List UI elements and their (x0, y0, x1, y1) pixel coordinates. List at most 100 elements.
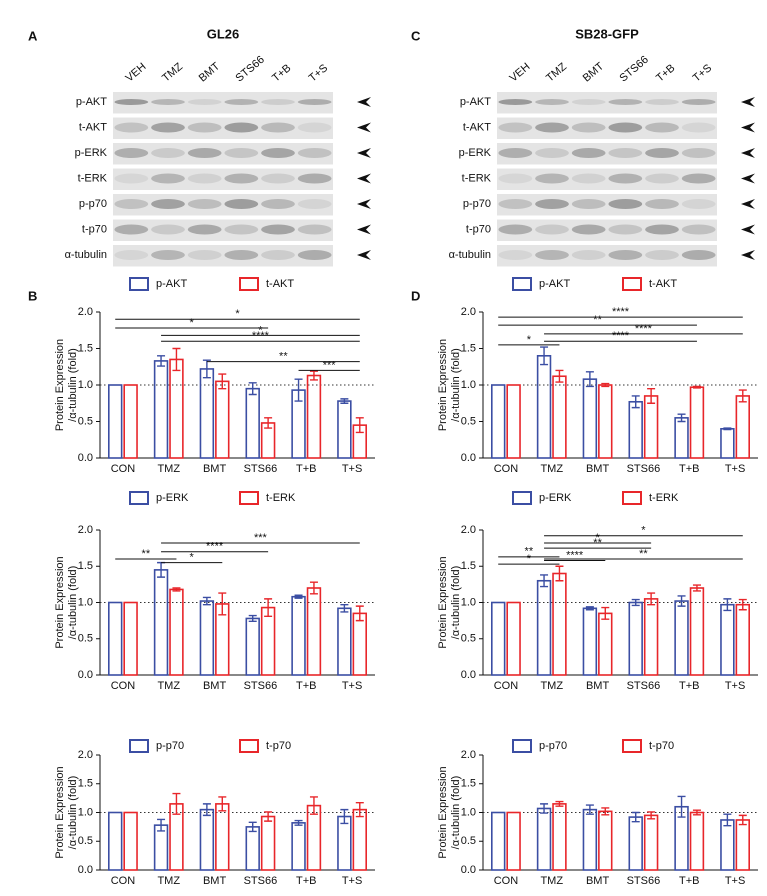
blot-band (261, 122, 295, 133)
error-bar (172, 347, 181, 372)
blot-band (571, 122, 606, 133)
legend-label: p-ERK (156, 492, 189, 504)
lane-label: STS66 (617, 54, 650, 85)
legend-swatch (622, 739, 642, 753)
blot-band (645, 250, 679, 260)
y-tick-label: 2.0 (78, 306, 93, 318)
blot-band (224, 199, 259, 209)
lane-label: VEH (507, 61, 532, 85)
bar (536, 354, 552, 459)
blot-band (571, 148, 606, 158)
significance-label: ** (279, 351, 288, 363)
legend-swatch (239, 277, 259, 291)
blot-band (498, 224, 533, 235)
y-axis-label: /α-tubulin (fold) (450, 566, 462, 640)
y-tick-label: 0.0 (461, 452, 476, 464)
y-tick-label: 0.5 (461, 835, 476, 847)
bar (643, 395, 659, 459)
row-label: t-AKT (79, 121, 107, 133)
error-bar (647, 592, 656, 606)
blot-band (297, 224, 332, 235)
bar (337, 815, 352, 871)
x-tick-label: BMT (203, 680, 227, 692)
y-tick-label: 1.5 (461, 342, 476, 354)
error-bar (202, 596, 211, 606)
y-tick-label: 0.0 (461, 669, 476, 681)
blot-band (681, 99, 716, 105)
lane-label: VEH (123, 61, 148, 85)
error-bar (540, 346, 549, 366)
blot-band (535, 199, 569, 209)
row-label: α-tubulin (449, 249, 491, 261)
blot-band (681, 122, 716, 133)
blot-band (151, 199, 185, 209)
x-tick-label: STS66 (627, 463, 661, 475)
blot-band (114, 250, 149, 260)
error-bar (555, 800, 564, 807)
y-axis-label: Protein Expression (437, 766, 449, 858)
error-bar (355, 802, 364, 818)
y-tick-label: 0.0 (78, 669, 93, 681)
blot-band (571, 99, 606, 105)
y-tick-label: 1.5 (78, 560, 93, 572)
y-axis-label: Protein Expression (437, 339, 449, 431)
blot-band (608, 250, 643, 260)
x-tick-label: T+B (296, 463, 316, 475)
legend-label: t-AKT (266, 278, 294, 290)
error-bar (218, 796, 227, 812)
blot-band (645, 173, 679, 184)
legend-label: t-p70 (649, 740, 674, 752)
x-tick-label: T+S (725, 875, 745, 887)
error-bar (340, 808, 349, 825)
blot-band (224, 173, 259, 184)
panel-letter: C (411, 28, 421, 43)
bar (598, 384, 613, 459)
bar (123, 811, 138, 871)
lane-label: TMZ (544, 61, 569, 85)
blot-strip (497, 92, 717, 114)
arrowhead (357, 173, 371, 184)
significance-label: ** (142, 548, 151, 560)
x-tick-label: T+B (296, 875, 316, 887)
error-bar (248, 382, 257, 396)
blot-band (535, 173, 569, 184)
error-bar (692, 809, 701, 816)
blot-band (498, 148, 533, 158)
blot-band (151, 99, 185, 105)
error-bar (677, 595, 686, 607)
blot-band (571, 224, 606, 235)
error-bar (723, 427, 732, 431)
bar (628, 816, 643, 871)
error-bar (738, 389, 747, 403)
blot-band (681, 173, 716, 184)
significance-label: ** (593, 314, 602, 326)
row-label: p-AKT (76, 96, 107, 108)
significance-label: *** (254, 532, 268, 544)
bar (582, 607, 598, 676)
bar (245, 387, 260, 459)
bar (506, 384, 521, 459)
bar (490, 384, 506, 459)
bar (337, 607, 352, 676)
error-bar (355, 417, 364, 434)
bar (245, 826, 260, 871)
blot-band (608, 122, 643, 133)
bar (153, 569, 169, 676)
lane-label: STS66 (233, 54, 266, 85)
x-tick-label: TMZ (157, 875, 180, 887)
blot-band (608, 199, 643, 209)
row-label: p-ERK (75, 147, 108, 159)
blot-band (535, 148, 569, 158)
arrowhead (357, 148, 371, 158)
blot-band (114, 224, 149, 235)
error-bar (723, 598, 732, 612)
legend-label: p-p70 (156, 740, 184, 752)
error-bar (309, 581, 318, 595)
blot-band (187, 122, 222, 133)
bar (215, 803, 230, 871)
row-label: t-ERK (462, 172, 492, 184)
y-tick-label: 1.0 (461, 596, 476, 608)
lane-label: BMT (197, 60, 223, 84)
row-label: t-AKT (463, 121, 491, 133)
arrowhead (741, 97, 755, 107)
